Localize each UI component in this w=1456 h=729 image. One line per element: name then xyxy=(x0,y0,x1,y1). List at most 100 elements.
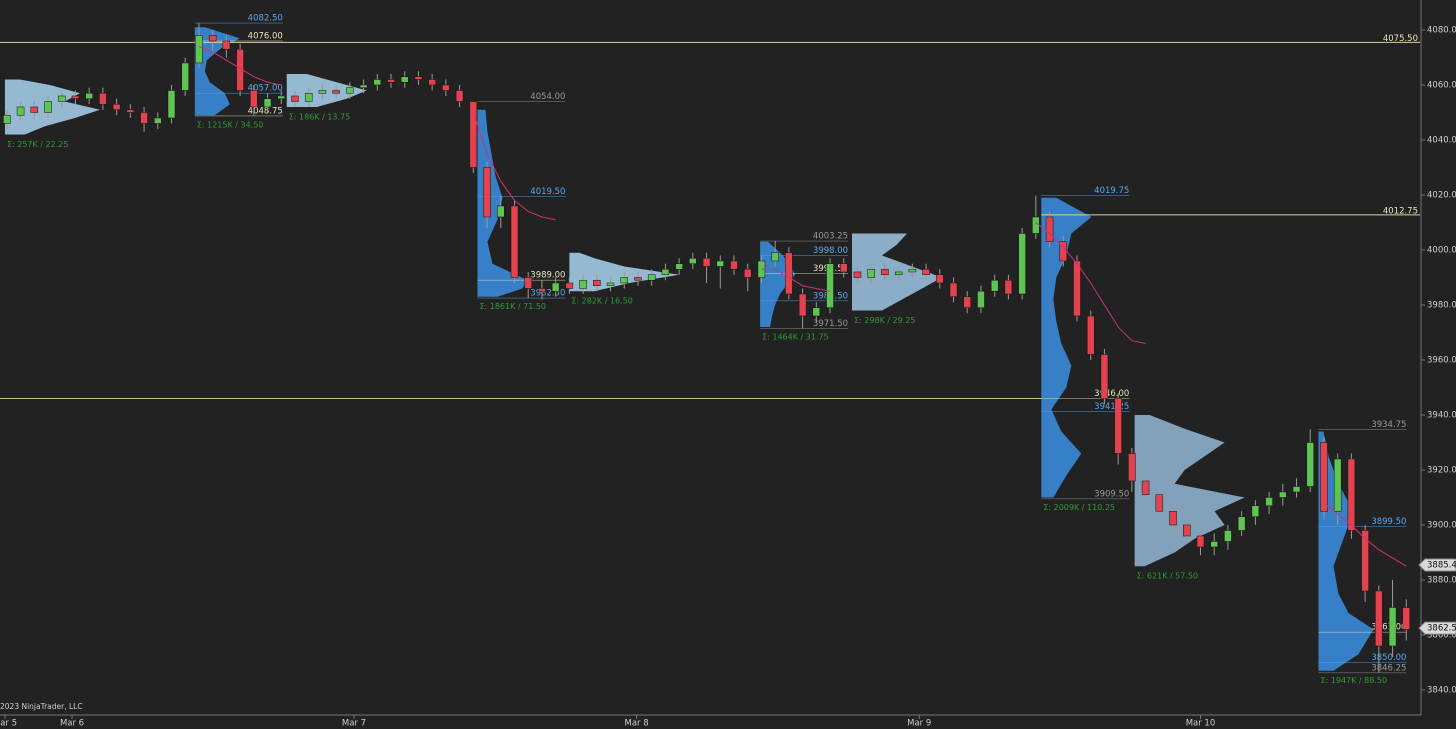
profile-level-label: 3982.50 xyxy=(530,289,565,299)
candle-body xyxy=(1128,453,1136,482)
candle-body xyxy=(483,167,491,218)
volume-profile xyxy=(4,79,100,135)
profile-level-label: 4003.25 xyxy=(813,232,848,242)
price-line-label: 4075.50 xyxy=(1383,34,1418,44)
candle-body xyxy=(57,95,66,102)
candle-body xyxy=(826,263,834,308)
y-tick-label: 4080.00 xyxy=(1427,25,1456,35)
candle-body xyxy=(263,98,272,108)
candle-body xyxy=(812,307,821,317)
profile-level-label: 3946.00 xyxy=(1094,389,1129,399)
candle-body xyxy=(1210,541,1218,548)
candle-body xyxy=(140,112,148,124)
candle-body xyxy=(1196,535,1205,548)
candle-body xyxy=(428,79,436,86)
profile-level-label: 4048.75 xyxy=(248,106,283,116)
candle-body xyxy=(908,268,917,273)
candle-body xyxy=(606,282,615,286)
y-tick-label: 4000.00 xyxy=(1427,245,1456,255)
candle-body xyxy=(1279,491,1287,498)
candle-body xyxy=(1361,530,1369,592)
candle-body xyxy=(1032,216,1040,234)
y-tick-label: 4040.00 xyxy=(1427,135,1456,145)
candle-body xyxy=(702,257,711,267)
candle-body xyxy=(1224,530,1232,542)
candle-body xyxy=(318,90,327,94)
candle-body xyxy=(373,79,382,86)
candle-body xyxy=(1320,442,1328,512)
candle-body xyxy=(1237,516,1246,531)
candle-body xyxy=(743,268,752,278)
y-tick-label: 3960.00 xyxy=(1427,355,1456,365)
candle-body xyxy=(195,35,203,64)
candle-body xyxy=(785,252,793,295)
candle-body xyxy=(208,35,217,42)
candle-body xyxy=(565,282,574,289)
profile-level-label: 3971.50 xyxy=(813,319,848,329)
y-tick-label: 3980.00 xyxy=(1427,300,1456,310)
profile-summary: Σ: 2009K / 110.25 xyxy=(1043,503,1115,512)
y-tick-label: 3840.00 xyxy=(1427,685,1456,695)
x-tick-label: Mar 6 xyxy=(60,719,84,729)
candle-body xyxy=(3,114,11,124)
candle-body xyxy=(881,268,889,275)
vwap-line xyxy=(472,112,556,221)
profile-level-label: 3899.50 xyxy=(1371,517,1406,527)
candle-body xyxy=(222,40,231,50)
profile-level-label: 3846.25 xyxy=(1371,663,1406,673)
price-marker-label: 3862.50 xyxy=(1427,624,1456,634)
profile-level-label: 3850.00 xyxy=(1371,653,1406,663)
candle-body xyxy=(661,268,670,275)
y-tick-label: 3900.00 xyxy=(1427,520,1456,530)
candle-body xyxy=(291,95,299,102)
candle-body xyxy=(1306,442,1314,487)
candle-body xyxy=(85,92,93,99)
candle-body xyxy=(1100,354,1109,399)
profile-summary: Σ: 1215K / 34.50 xyxy=(197,121,264,130)
price-marker-label: 3885.46 xyxy=(1427,560,1456,570)
vwap-line xyxy=(1035,222,1146,344)
profile-summary: Σ: 1861K / 71.50 xyxy=(479,302,546,311)
candle-body xyxy=(524,277,532,289)
candle-body xyxy=(332,90,340,94)
candle-body xyxy=(1388,607,1397,647)
profile-level-label: 3934.75 xyxy=(1371,420,1406,430)
candle-body xyxy=(1333,458,1342,512)
profile-level-label: 4054.00 xyxy=(530,92,565,102)
candle-body xyxy=(771,252,779,262)
candle-body xyxy=(455,90,464,102)
y-tick-label: 4060.00 xyxy=(1427,80,1456,90)
candle-body xyxy=(126,109,135,113)
candle-body xyxy=(593,279,601,286)
candle-body xyxy=(730,260,738,270)
profile-level-label: 4076.00 xyxy=(248,31,283,41)
profile-level-label: 3909.50 xyxy=(1094,489,1129,499)
candle-body xyxy=(1155,494,1164,512)
profile-level-label: 4019.75 xyxy=(1094,186,1129,196)
volume-profile xyxy=(1318,431,1374,671)
volume-profile xyxy=(477,109,528,297)
volume-profile xyxy=(1134,414,1245,567)
candle-body xyxy=(538,288,546,292)
candle-body xyxy=(1004,279,1013,295)
candle-body xyxy=(922,268,930,275)
vwap-line xyxy=(1323,502,1407,567)
profile-summary: Σ: 1464K / 31.75 xyxy=(762,332,829,341)
candle-body xyxy=(359,84,368,88)
candle-body xyxy=(1073,260,1081,317)
candle-body xyxy=(853,271,862,278)
candle-body xyxy=(16,106,25,116)
candle-body xyxy=(949,282,958,297)
y-tick-label: 3860.00 xyxy=(1427,630,1456,640)
candle-body xyxy=(250,90,258,108)
x-tick-label: Mar 5 xyxy=(0,719,17,729)
candle-body xyxy=(894,271,903,275)
candle-body xyxy=(1251,505,1260,517)
candle-body xyxy=(30,106,39,113)
candle-body xyxy=(71,95,80,99)
candle-body xyxy=(510,205,519,278)
candle-body xyxy=(1375,590,1383,647)
candle-body xyxy=(1141,480,1150,495)
